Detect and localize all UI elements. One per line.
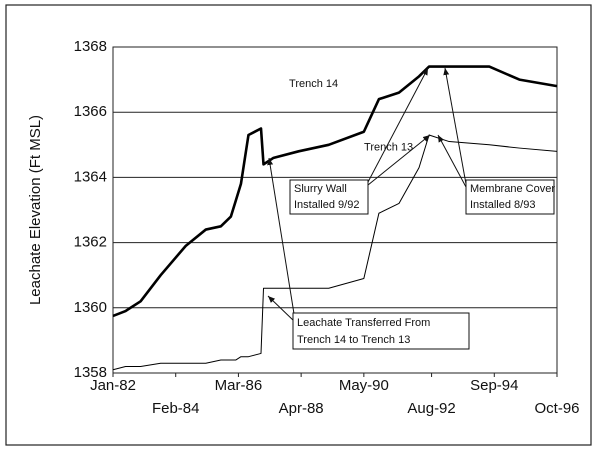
annotation-text: Leachate Transferred From xyxy=(297,317,430,329)
series-label: Trench 14 xyxy=(289,78,338,90)
arrow xyxy=(443,67,467,185)
annotation-text: Trench 14 to Trench 13 xyxy=(297,334,410,346)
annotation-box xyxy=(292,312,470,350)
x-tick-label: Sep-94 xyxy=(470,377,518,394)
x-tick-label: Apr-88 xyxy=(279,400,324,417)
y-tick-label: 1360 xyxy=(74,299,107,316)
x-tick-label: Mar-86 xyxy=(215,377,263,394)
series-label: Trench 13 xyxy=(364,142,413,154)
arrow xyxy=(437,134,467,188)
arrow xyxy=(267,157,296,321)
annotation-box xyxy=(465,179,555,215)
annotation-text: Installed 8/93 xyxy=(470,199,535,211)
annotation-box xyxy=(289,179,369,215)
y-tick-label: 1362 xyxy=(74,234,107,251)
x-tick-label: May-90 xyxy=(339,377,389,394)
x-tick-label: Feb-84 xyxy=(152,400,200,417)
arrow xyxy=(367,67,429,183)
x-tick-label: Aug-92 xyxy=(407,400,455,417)
arrow xyxy=(267,295,296,323)
annotation-text: Slurry Wall xyxy=(294,183,347,195)
annotation-text: Installed 9/92 xyxy=(294,199,359,211)
arrow xyxy=(367,134,431,186)
y-tick-label: 1366 xyxy=(74,103,107,120)
y-tick-label: 1364 xyxy=(74,168,107,185)
y-tick-label: 1368 xyxy=(74,38,107,55)
annotation-text: Membrane Cover xyxy=(470,183,555,195)
x-tick-label: Oct-96 xyxy=(534,400,579,417)
x-tick-label: Jan-82 xyxy=(90,377,136,394)
y-axis-label: Leachate Elevation (Ft MSL) xyxy=(27,115,44,305)
figure-border xyxy=(5,4,592,446)
annotations: Slurry Wall Installed 9/92 Membrane Cove… xyxy=(267,67,555,350)
y-tick-label: 1358 xyxy=(74,364,107,381)
